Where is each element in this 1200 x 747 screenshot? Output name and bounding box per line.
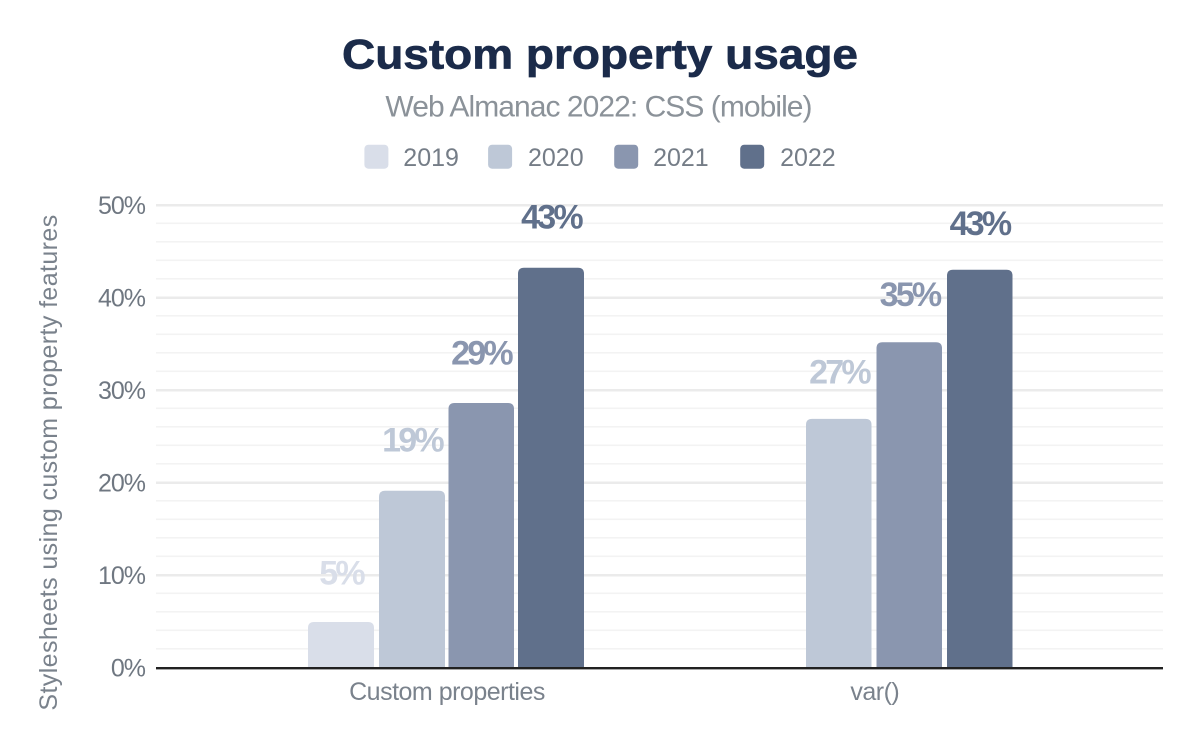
svg-text:20%: 20% <box>98 470 146 498</box>
svg-text:2022: 2022 <box>780 144 836 172</box>
svg-text:5%: 5% <box>319 555 365 593</box>
svg-text:10%: 10% <box>98 562 146 590</box>
svg-text:35%: 35% <box>880 276 942 314</box>
svg-text:30%: 30% <box>98 377 146 405</box>
svg-text:Stylesheets using custom prope: Stylesheets using custom property featur… <box>35 214 63 710</box>
svg-text:29%: 29% <box>451 335 513 373</box>
svg-text:2021: 2021 <box>653 144 709 172</box>
svg-text:Custom properties: Custom properties <box>349 678 545 706</box>
svg-text:Web Almanac 2022: CSS (mobile): Web Almanac 2022: CSS (mobile) <box>385 90 811 123</box>
svg-text:19%: 19% <box>382 422 444 460</box>
svg-text:40%: 40% <box>98 285 146 313</box>
svg-text:27%: 27% <box>809 354 871 392</box>
svg-text:var(): var() <box>850 678 899 706</box>
svg-text:Custom property usage: Custom property usage <box>342 31 858 78</box>
svg-text:2019: 2019 <box>403 144 459 172</box>
svg-text:43%: 43% <box>521 199 583 237</box>
svg-text:2020: 2020 <box>528 144 584 172</box>
svg-text:43%: 43% <box>950 205 1012 243</box>
svg-text:50%: 50% <box>98 192 146 220</box>
svg-text:0%: 0% <box>111 655 146 683</box>
